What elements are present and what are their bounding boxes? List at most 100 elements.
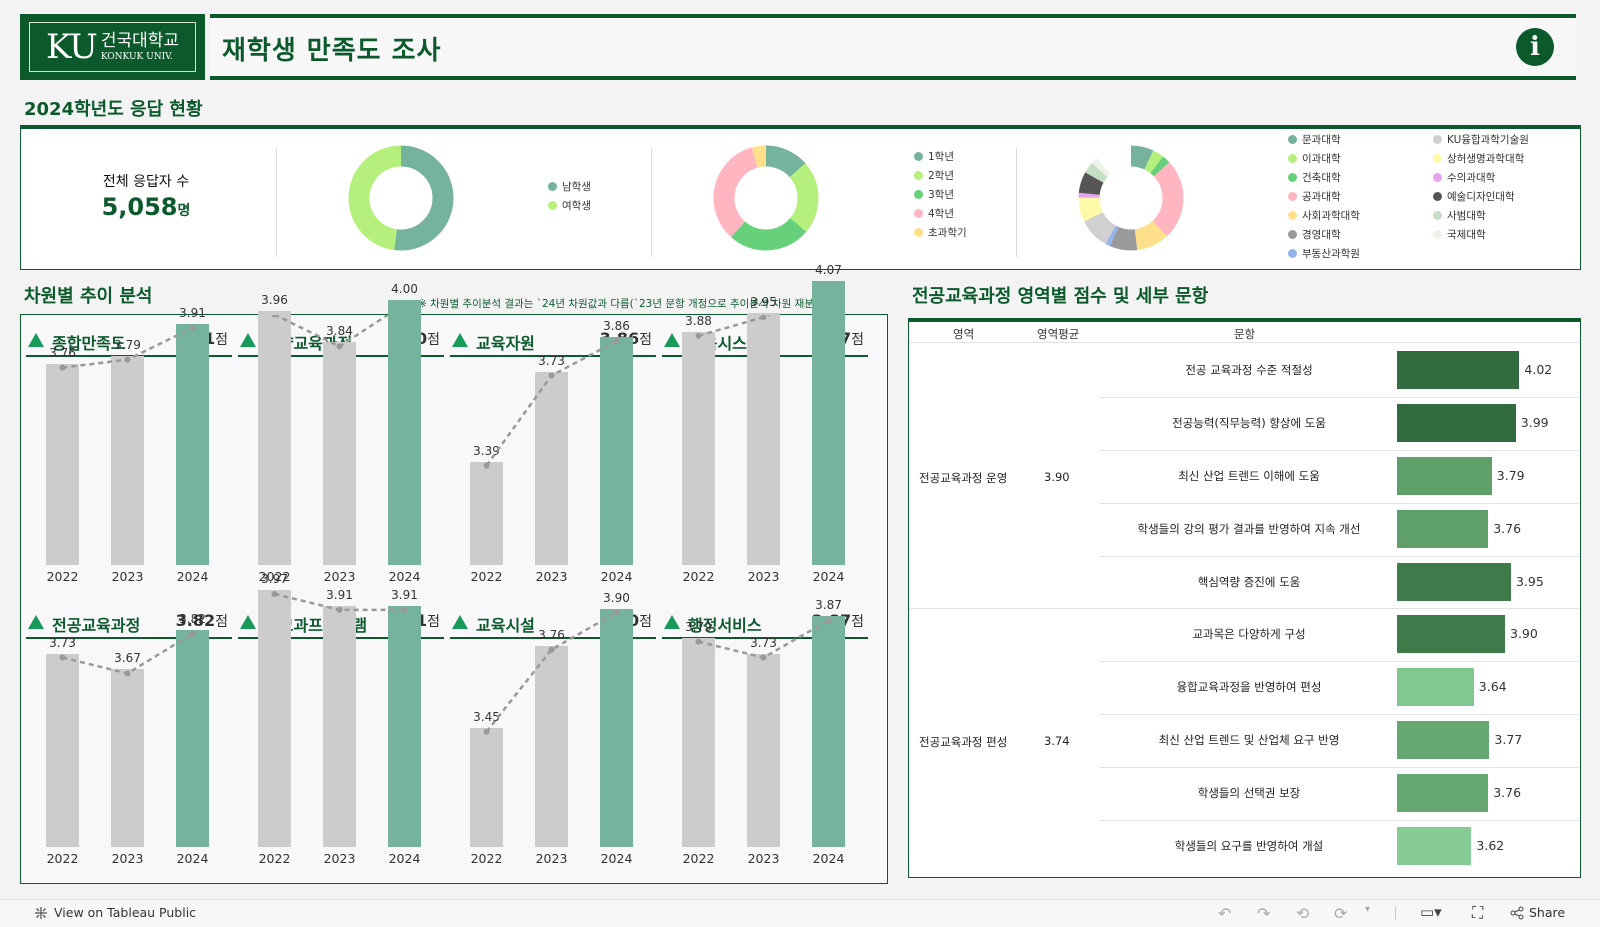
trend-bar[interactable] — [470, 461, 503, 565]
grade-legend-item[interactable]: 3학년 — [914, 185, 967, 204]
view-on-tableau-link[interactable]: View on Tableau Public — [34, 905, 196, 920]
trend-bar[interactable] — [812, 281, 845, 565]
grade-legend-item[interactable]: 초과학기 — [914, 223, 967, 242]
item-score-bar[interactable] — [1397, 404, 1516, 442]
trend-bar[interactable] — [600, 337, 633, 565]
legend-label: 4학년 — [928, 208, 955, 220]
trend-bar[interactable] — [46, 653, 79, 847]
area-name: 전공교육과정 편성 — [919, 735, 1008, 749]
refresh-icon[interactable]: ⟳ — [1334, 904, 1348, 923]
trend-bar[interactable] — [535, 645, 568, 847]
logo-english-name: KONKUK UNIV. — [100, 51, 173, 62]
grade-slice-2[interactable] — [713, 145, 819, 251]
grade-legend-item[interactable]: 1학년 — [914, 147, 967, 166]
trend-bar[interactable] — [682, 331, 715, 565]
gender-donut-chart — [348, 145, 454, 251]
trend-bar[interactable] — [323, 605, 356, 847]
legend-dot — [1288, 173, 1297, 182]
trend-bar[interactable] — [388, 300, 421, 565]
refresh-dropdown-icon[interactable]: ▾ — [1365, 904, 1371, 915]
legend-label: 예술디자인대학 — [1447, 191, 1515, 203]
college-legend-item[interactable]: 예술디자인대학 — [1433, 187, 1529, 206]
item-score-bar[interactable] — [1397, 615, 1505, 653]
college-legend-item[interactable]: 수의과대학 — [1433, 168, 1529, 187]
bar-value-label: 3.86 — [603, 319, 630, 334]
item-score-bar[interactable] — [1397, 721, 1490, 759]
college-legend-item[interactable]: 사범대학 — [1433, 206, 1529, 225]
college-legend-item[interactable]: 부동산과학원 — [1288, 244, 1360, 263]
trend-bar[interactable] — [176, 323, 209, 565]
undo-icon[interactable]: ↶ — [1218, 904, 1232, 923]
gender-legend-item[interactable]: 여학생 — [548, 196, 591, 215]
dimension-name: 전공교육과정 — [52, 616, 141, 635]
item-score-label: 3.99 — [1520, 415, 1549, 430]
college-slice-8[interactable] — [1078, 145, 1184, 251]
logo-korean-name: 건국대학교 — [100, 30, 180, 51]
trend-bar[interactable] — [46, 363, 79, 565]
bar-value-label: 3.67 — [114, 651, 141, 666]
item-score-bar[interactable] — [1397, 774, 1489, 812]
college-legend-item[interactable]: 공과대학 — [1288, 187, 1360, 206]
item-text: 최신 산업 트렌드 및 산업체 요구 반영 — [1158, 733, 1340, 747]
gender-slice-1[interactable] — [348, 145, 454, 251]
gender-legend-item[interactable]: 남학생 — [548, 177, 591, 196]
trend-bar[interactable] — [747, 313, 780, 565]
college-slice-0[interactable] — [1078, 145, 1184, 251]
college-legend-item[interactable]: 국제대학 — [1433, 225, 1529, 244]
year-axis-label: 2024 — [388, 569, 421, 584]
college-legend-item[interactable]: 이과대학 — [1288, 149, 1360, 168]
item-text: 융합교육과정을 반영하여 편성 — [1176, 680, 1322, 694]
trend-bar[interactable] — [323, 342, 356, 565]
grade-legend-item[interactable]: 2학년 — [914, 166, 967, 185]
bar-value-label: 3.73 — [750, 635, 777, 650]
grade-slice-1[interactable] — [713, 145, 819, 251]
college-legend-item[interactable]: KU융합과학기술원 — [1433, 130, 1529, 149]
item-score-bar[interactable] — [1397, 668, 1474, 706]
trend-section-title: 차원별 추이 분석 — [24, 286, 153, 307]
grade-slice-3[interactable] — [713, 145, 819, 251]
revert-icon[interactable]: ⟲ — [1296, 904, 1310, 923]
response-section-title: 2024학년도 응답 현황 — [24, 99, 203, 120]
trend-bar[interactable] — [682, 637, 715, 847]
trend-bar[interactable] — [258, 589, 291, 847]
year-axis-label: 2024 — [812, 569, 845, 584]
legend-dot — [1433, 211, 1442, 220]
trend-bar[interactable] — [388, 605, 421, 847]
trend-bar[interactable] — [258, 310, 291, 565]
college-legend-item[interactable]: 건축대학 — [1288, 168, 1360, 187]
item-score-bar[interactable] — [1397, 351, 1520, 389]
item-text: 학생들의 요구를 반영하여 개설 — [1174, 839, 1324, 853]
info-icon[interactable]: i — [1516, 28, 1554, 66]
college-slice-5[interactable] — [1078, 145, 1184, 251]
trend-bar[interactable] — [812, 616, 845, 847]
college-legend-item[interactable]: 경영대학 — [1288, 225, 1360, 244]
year-axis-label: 2024 — [176, 569, 209, 584]
trend-bar[interactable] — [470, 727, 503, 847]
grade-legend-item[interactable]: 4학년 — [914, 204, 967, 223]
trend-bar[interactable] — [111, 355, 144, 565]
bar-value-label: 3.95 — [750, 295, 777, 310]
grade-slice-4[interactable] — [713, 145, 819, 251]
college-slice-3[interactable] — [1078, 145, 1184, 251]
item-score-bar[interactable] — [1397, 563, 1511, 601]
legend-dot — [1433, 154, 1442, 163]
item-score-bar[interactable] — [1397, 510, 1489, 548]
item-score-bar[interactable] — [1397, 457, 1492, 495]
college-legend-item[interactable]: 상허생명과학대학 — [1433, 149, 1529, 168]
trend-bar[interactable] — [176, 629, 209, 847]
up-arrow-icon — [452, 333, 468, 347]
redo-icon[interactable]: ↷ — [1257, 904, 1271, 923]
college-legend-item[interactable]: 문과대학 — [1288, 130, 1360, 149]
trend-bar[interactable] — [535, 371, 568, 565]
fullscreen-icon[interactable]: ⛶ — [1472, 903, 1484, 922]
trend-bar[interactable] — [600, 608, 633, 847]
share-button[interactable]: Share — [1510, 905, 1565, 920]
year-axis-label: 2023 — [747, 851, 780, 866]
trend-bar[interactable] — [111, 669, 144, 847]
year-axis-label: 2024 — [388, 851, 421, 866]
college-legend-item[interactable]: 사회과학대학 — [1288, 206, 1360, 225]
trend-bar[interactable] — [747, 653, 780, 847]
comment-icon[interactable]: ▭▾ — [1420, 903, 1442, 921]
item-score-bar[interactable] — [1397, 827, 1472, 865]
view-on-tableau-label: View on Tableau Public — [54, 905, 197, 920]
